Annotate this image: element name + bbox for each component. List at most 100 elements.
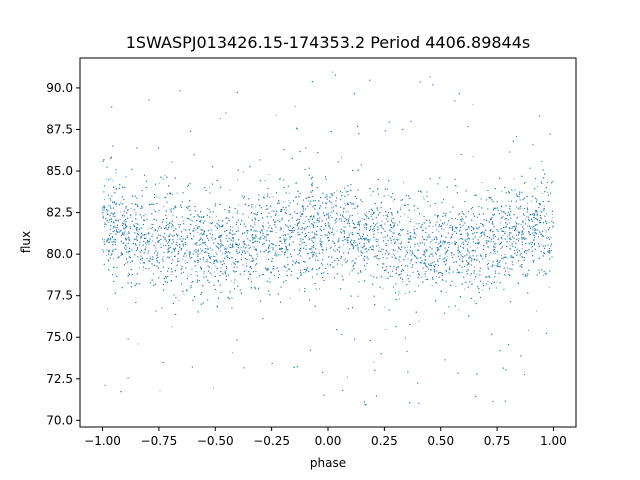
data-point [527,250,529,252]
data-point [246,245,248,247]
data-point [232,238,234,240]
data-point [268,174,270,176]
data-point [238,260,240,262]
data-point [278,214,280,216]
data-point [501,190,503,192]
data-point [309,225,311,227]
data-point [333,266,335,268]
data-point [152,233,154,235]
data-point [403,213,405,215]
data-point [448,244,450,246]
data-point [158,197,160,199]
data-point [398,298,400,300]
data-point [432,226,434,228]
data-point [212,239,214,241]
data-point [229,292,231,294]
data-point [464,281,466,283]
data-point [303,261,305,263]
data-point [388,194,390,196]
data-point [543,205,545,207]
data-point [486,243,488,245]
data-point [516,229,518,231]
data-point [271,228,273,230]
data-point [349,214,351,216]
data-point [308,253,310,255]
data-point [200,243,202,245]
data-point [346,376,348,378]
data-point [435,276,437,278]
data-point [168,228,170,230]
data-point [510,248,512,250]
data-point [253,240,255,242]
data-point [508,201,510,203]
data-point [255,230,257,232]
data-point [496,281,498,283]
data-point [313,254,315,256]
data-point [283,265,285,267]
data-point [394,250,396,252]
data-point [254,221,256,223]
data-point [514,221,516,223]
data-point [142,269,144,271]
data-point [493,207,495,209]
data-point [248,216,250,218]
data-point [124,230,126,232]
data-point [119,219,121,221]
data-point [158,209,160,211]
data-point [271,246,273,248]
data-point [304,220,306,222]
data-point [221,252,223,254]
data-point [495,253,497,255]
data-point [474,266,476,268]
data-point [257,288,259,290]
data-point [115,172,117,174]
data-point [463,256,465,258]
data-point [338,247,340,249]
data-point [225,256,227,258]
data-point [418,320,420,322]
data-point [454,243,456,245]
data-point [225,248,227,250]
data-point [461,212,463,214]
data-point [126,233,128,235]
data-point [137,227,139,229]
data-point [383,249,384,251]
data-point [159,243,161,245]
data-point [153,209,155,211]
data-point [329,214,331,216]
data-point [382,253,384,255]
data-point [247,250,249,252]
data-point [532,226,534,228]
data-point [331,211,333,213]
data-point [521,242,523,244]
data-point [385,277,387,279]
data-point [378,244,380,246]
data-point [295,259,297,261]
data-point [281,228,283,230]
data-point [170,274,172,276]
data-point [451,254,453,256]
data-point [241,234,243,236]
data-point [518,238,520,240]
data-point [297,195,299,197]
data-point [481,231,483,233]
data-point [185,255,187,257]
data-point [521,241,523,243]
data-point [344,226,346,228]
data-point [462,246,464,248]
data-point [200,248,202,250]
data-point [272,196,274,198]
data-point [287,229,289,231]
data-point [330,264,332,266]
data-point [141,260,143,262]
data-point [237,227,239,229]
data-point [190,281,192,283]
data-point [165,221,167,223]
data-point [345,211,347,213]
data-point [169,192,171,194]
data-point [360,236,362,238]
data-point [156,196,158,198]
data-point [500,255,502,257]
data-point [377,239,379,241]
data-point [255,206,257,208]
